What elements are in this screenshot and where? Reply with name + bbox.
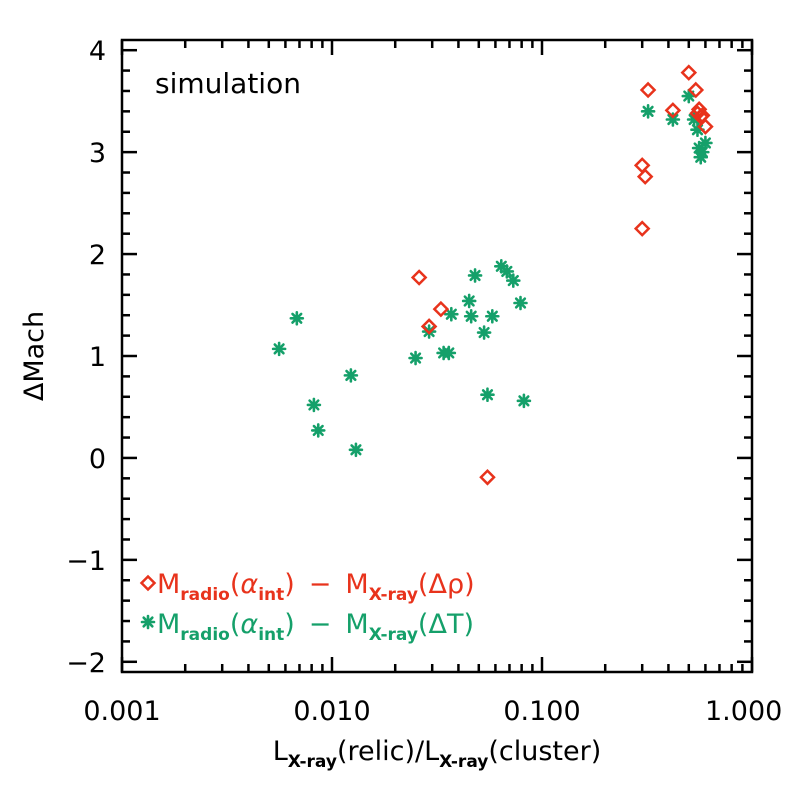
x-tick-label: 0.001 bbox=[83, 696, 160, 727]
x-tick-labels: 0.001 0.010 0.100 1.000 bbox=[83, 696, 782, 727]
data-point-asterisk bbox=[408, 350, 423, 366]
data-point-asterisk bbox=[467, 268, 483, 283]
data-point-diamond bbox=[664, 102, 682, 119]
data-point-asterisk bbox=[306, 397, 322, 413]
legend-entry-temperature: Mradio(αint) − MX-ray(ΔT) bbox=[157, 609, 474, 645]
data-point-asterisk bbox=[476, 325, 492, 340]
data-point-asterisk bbox=[681, 88, 697, 104]
legend-asterisk-mark bbox=[140, 614, 156, 630]
legend-marker-diamond bbox=[139, 574, 157, 592]
legend-marker-asterisk bbox=[140, 614, 156, 630]
data-point-diamond bbox=[690, 101, 708, 118]
data-point-diamond bbox=[479, 469, 496, 486]
data-point-diamond bbox=[680, 64, 698, 81]
data-point-asterisk bbox=[348, 442, 364, 458]
data-point-diamond bbox=[410, 269, 428, 286]
data-point-asterisk bbox=[665, 112, 681, 127]
data-point-asterisk bbox=[444, 306, 459, 322]
data-point-diamond bbox=[687, 81, 705, 99]
legend-diamond-mark bbox=[139, 574, 157, 592]
data-point-asterisk bbox=[695, 144, 710, 160]
data-point-diamond bbox=[697, 118, 714, 135]
data-markers bbox=[271, 64, 714, 486]
y-tick-labels: −2 −1 0 1 2 3 4 bbox=[66, 36, 106, 679]
legend: Mradio(αint) − MX-ray(Δρ) Mradio(αint) − MX-… bbox=[139, 569, 475, 645]
data-point-diamond bbox=[633, 220, 651, 237]
y-tick-label: 0 bbox=[89, 444, 106, 475]
data-point-asterisk bbox=[693, 149, 709, 165]
x-tick-label: 0.010 bbox=[293, 696, 370, 727]
data-point-asterisk bbox=[343, 368, 359, 383]
axis-ticks bbox=[120, 40, 754, 672]
legend-entry-density: Mradio(αint) − MX-ray(Δρ) bbox=[157, 569, 475, 605]
data-point-asterisk bbox=[690, 122, 705, 138]
data-point-diamond bbox=[639, 81, 657, 99]
x-axis-label: LX-ray(relic)/LX-ray(cluster) bbox=[273, 736, 602, 772]
annotation-label: simulation bbox=[155, 67, 301, 100]
data-point-asterisk bbox=[463, 308, 479, 324]
y-tick-label: 1 bbox=[89, 342, 106, 373]
y-tick-label: −1 bbox=[66, 546, 106, 577]
y-tick-label: 3 bbox=[89, 138, 106, 169]
data-point-diamond bbox=[420, 318, 438, 335]
data-point-asterisk bbox=[493, 258, 509, 274]
data-point-asterisk bbox=[461, 293, 477, 309]
y-tick-label: 4 bbox=[89, 36, 106, 67]
data-point-asterisk bbox=[271, 341, 287, 357]
x-tick-label: 1.000 bbox=[705, 696, 782, 727]
data-point-asterisk bbox=[640, 104, 656, 119]
data-point-asterisk bbox=[516, 393, 532, 409]
data-point-asterisk bbox=[485, 308, 500, 324]
y-tick-label: −2 bbox=[66, 648, 106, 679]
data-point-asterisk bbox=[513, 295, 528, 311]
data-point-asterisk bbox=[480, 387, 495, 403]
data-point-asterisk bbox=[310, 423, 326, 438]
y-axis-label: ΔMach bbox=[19, 311, 50, 401]
data-point-asterisk bbox=[505, 273, 521, 288]
data-point-diamond bbox=[432, 300, 450, 318]
x-tick-label: 0.100 bbox=[503, 696, 580, 727]
data-point-diamond bbox=[636, 168, 654, 185]
data-point-asterisk bbox=[499, 264, 515, 279]
data-point-asterisk bbox=[441, 345, 457, 361]
data-point-asterisk bbox=[686, 112, 702, 127]
data-point-asterisk bbox=[698, 135, 713, 151]
y-tick-label: 2 bbox=[89, 240, 106, 271]
data-point-asterisk bbox=[289, 310, 305, 326]
